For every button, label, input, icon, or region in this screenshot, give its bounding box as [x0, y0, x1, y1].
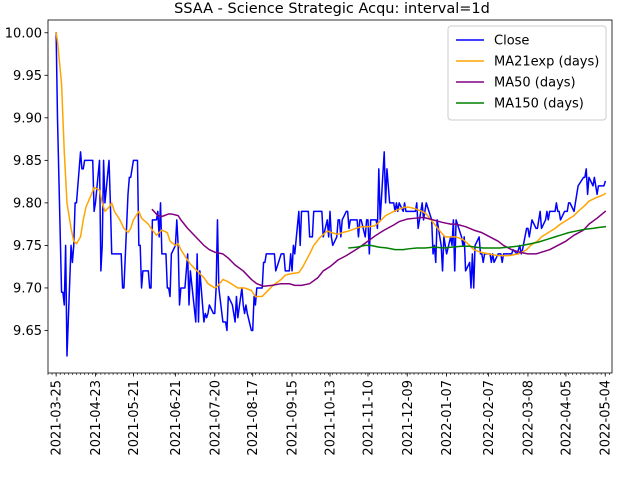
x-tick-label: 2022-04-05: [559, 380, 574, 456]
axes-layer: 9.65 9.70 9.75 9.80 9.85 9.90 9.95 10.00 2021-03…: [5, 19, 614, 456]
x-tick-label: 2021-07-20: [208, 380, 223, 456]
x-tick-label: 2021-12-09: [401, 380, 416, 456]
x-tick-label: 2022-02-07: [482, 380, 497, 456]
x-tick-label: 2021-09-15: [286, 380, 301, 456]
series-line-ma150-days: [348, 225, 607, 251]
x-tick-label: 2022-01-07: [440, 380, 455, 456]
x-tick-label: 2021-10-13: [324, 380, 339, 456]
legend-label-close: Close: [494, 34, 529, 49]
y-tick-label: 9.95: [13, 69, 42, 84]
y-tick-label: 9.65: [13, 324, 42, 339]
legend-label-ma21exp-days: MA21exp (days): [494, 55, 599, 70]
x-tick-label: 2021-08-17: [246, 380, 261, 456]
plot-layer: [55, 31, 607, 357]
legend-label-ma150-days: MA150 (days): [494, 97, 584, 112]
y-tick-label: 10.00: [5, 26, 42, 41]
x-tick-label: 2021-06-21: [169, 380, 184, 456]
x-tick-label: 2021-05-21: [127, 380, 142, 456]
legend: Close MA21exp (days) MA50 (days) MA150 (day…: [447, 25, 607, 121]
chart-title: SSAA - Science Strategic Acqu: interval=…: [174, 1, 490, 17]
x-tick-label: 2022-03-08: [521, 380, 536, 456]
x-tick-label: 2021-11-10: [361, 380, 376, 456]
y-tick-label: 9.75: [13, 239, 42, 254]
legend-label-ma50-days: MA50 (days): [494, 76, 576, 91]
legend-box: [447, 25, 607, 121]
y-tick-label: 9.85: [13, 154, 42, 169]
y-tick-label: 9.70: [13, 281, 42, 296]
x-tick-label: 2022-05-04: [599, 380, 614, 456]
y-tick-label: 9.80: [13, 196, 42, 211]
series-line-ma50-days: [151, 208, 607, 287]
series-line-ma21exp-days: [55, 31, 607, 298]
y-tick-label: 9.90: [13, 111, 42, 126]
x-tick-label: 2021-03-25: [50, 380, 65, 456]
x-tick-label: 2021-04-23: [89, 380, 104, 456]
